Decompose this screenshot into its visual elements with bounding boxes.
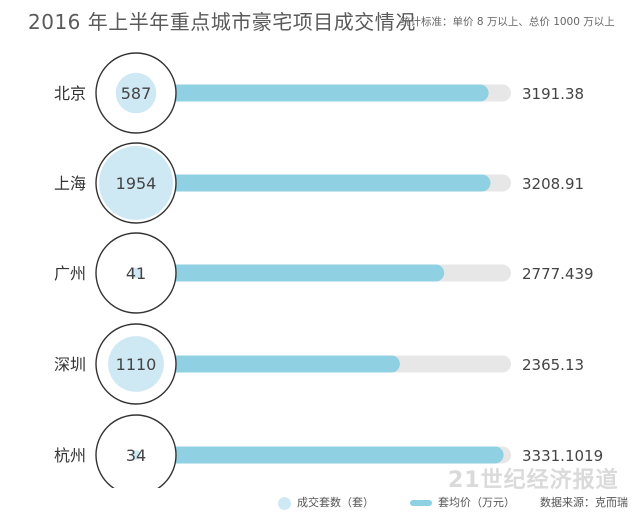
city-label: 上海: [54, 174, 86, 193]
count-bubble: [99, 146, 173, 220]
city-label: 北京: [54, 84, 86, 103]
watermark: 21世纪经济报道: [448, 468, 619, 493]
legend: 成交套数（套） 套均价（万元） 数据来源：克而瑞: [0, 488, 640, 514]
data-source: 数据来源：克而瑞: [540, 496, 628, 509]
legend-item-count: 成交套数（套）: [278, 494, 374, 510]
chart-title: 2016 年上半年重点城市豪宅项目成交情况: [28, 10, 416, 34]
count-label: 1954: [116, 174, 157, 193]
legend-item-price: 套均价（万元）: [410, 494, 515, 510]
count-bubble: [131, 450, 141, 460]
count-label: 34: [126, 446, 146, 465]
price-bar: [146, 446, 504, 464]
city-label: 深圳: [54, 355, 86, 374]
price-value-label: 3208.91: [522, 175, 584, 193]
city-label: 杭州: [54, 446, 86, 465]
price-value-label: 2365.13: [522, 356, 584, 374]
price-value-label: 3191.38: [522, 85, 584, 103]
bubble-bar-chart: 587 北京 3191.38 1954 上海 3208.91 41 广州 2777.439 111…: [54, 52, 603, 488]
price-bar: [146, 174, 491, 192]
count-bubble: [108, 336, 164, 392]
price-bar: [146, 355, 400, 373]
legend-bar-swatch: [410, 500, 432, 506]
price-bar: [146, 264, 445, 282]
price-value-label: 3331.1019: [522, 447, 603, 465]
price-value-label: 2777.439: [522, 265, 594, 283]
count-bubble: [115, 72, 157, 114]
count-label: 41: [126, 264, 146, 283]
city-label: 广州: [54, 264, 86, 283]
count-bubble: [130, 267, 142, 279]
legend-label-count: 成交套数（套）: [297, 496, 374, 509]
price-bar: [146, 84, 489, 102]
legend-bubble-swatch: [278, 496, 291, 510]
count-label: 587: [121, 84, 152, 103]
legend-label-price: 套均价（万元）: [438, 496, 515, 509]
statistics-criteria: 统计标准：单价 8 万以上、总价 1000 万以上: [400, 16, 615, 28]
count-label: 1110: [116, 355, 157, 374]
